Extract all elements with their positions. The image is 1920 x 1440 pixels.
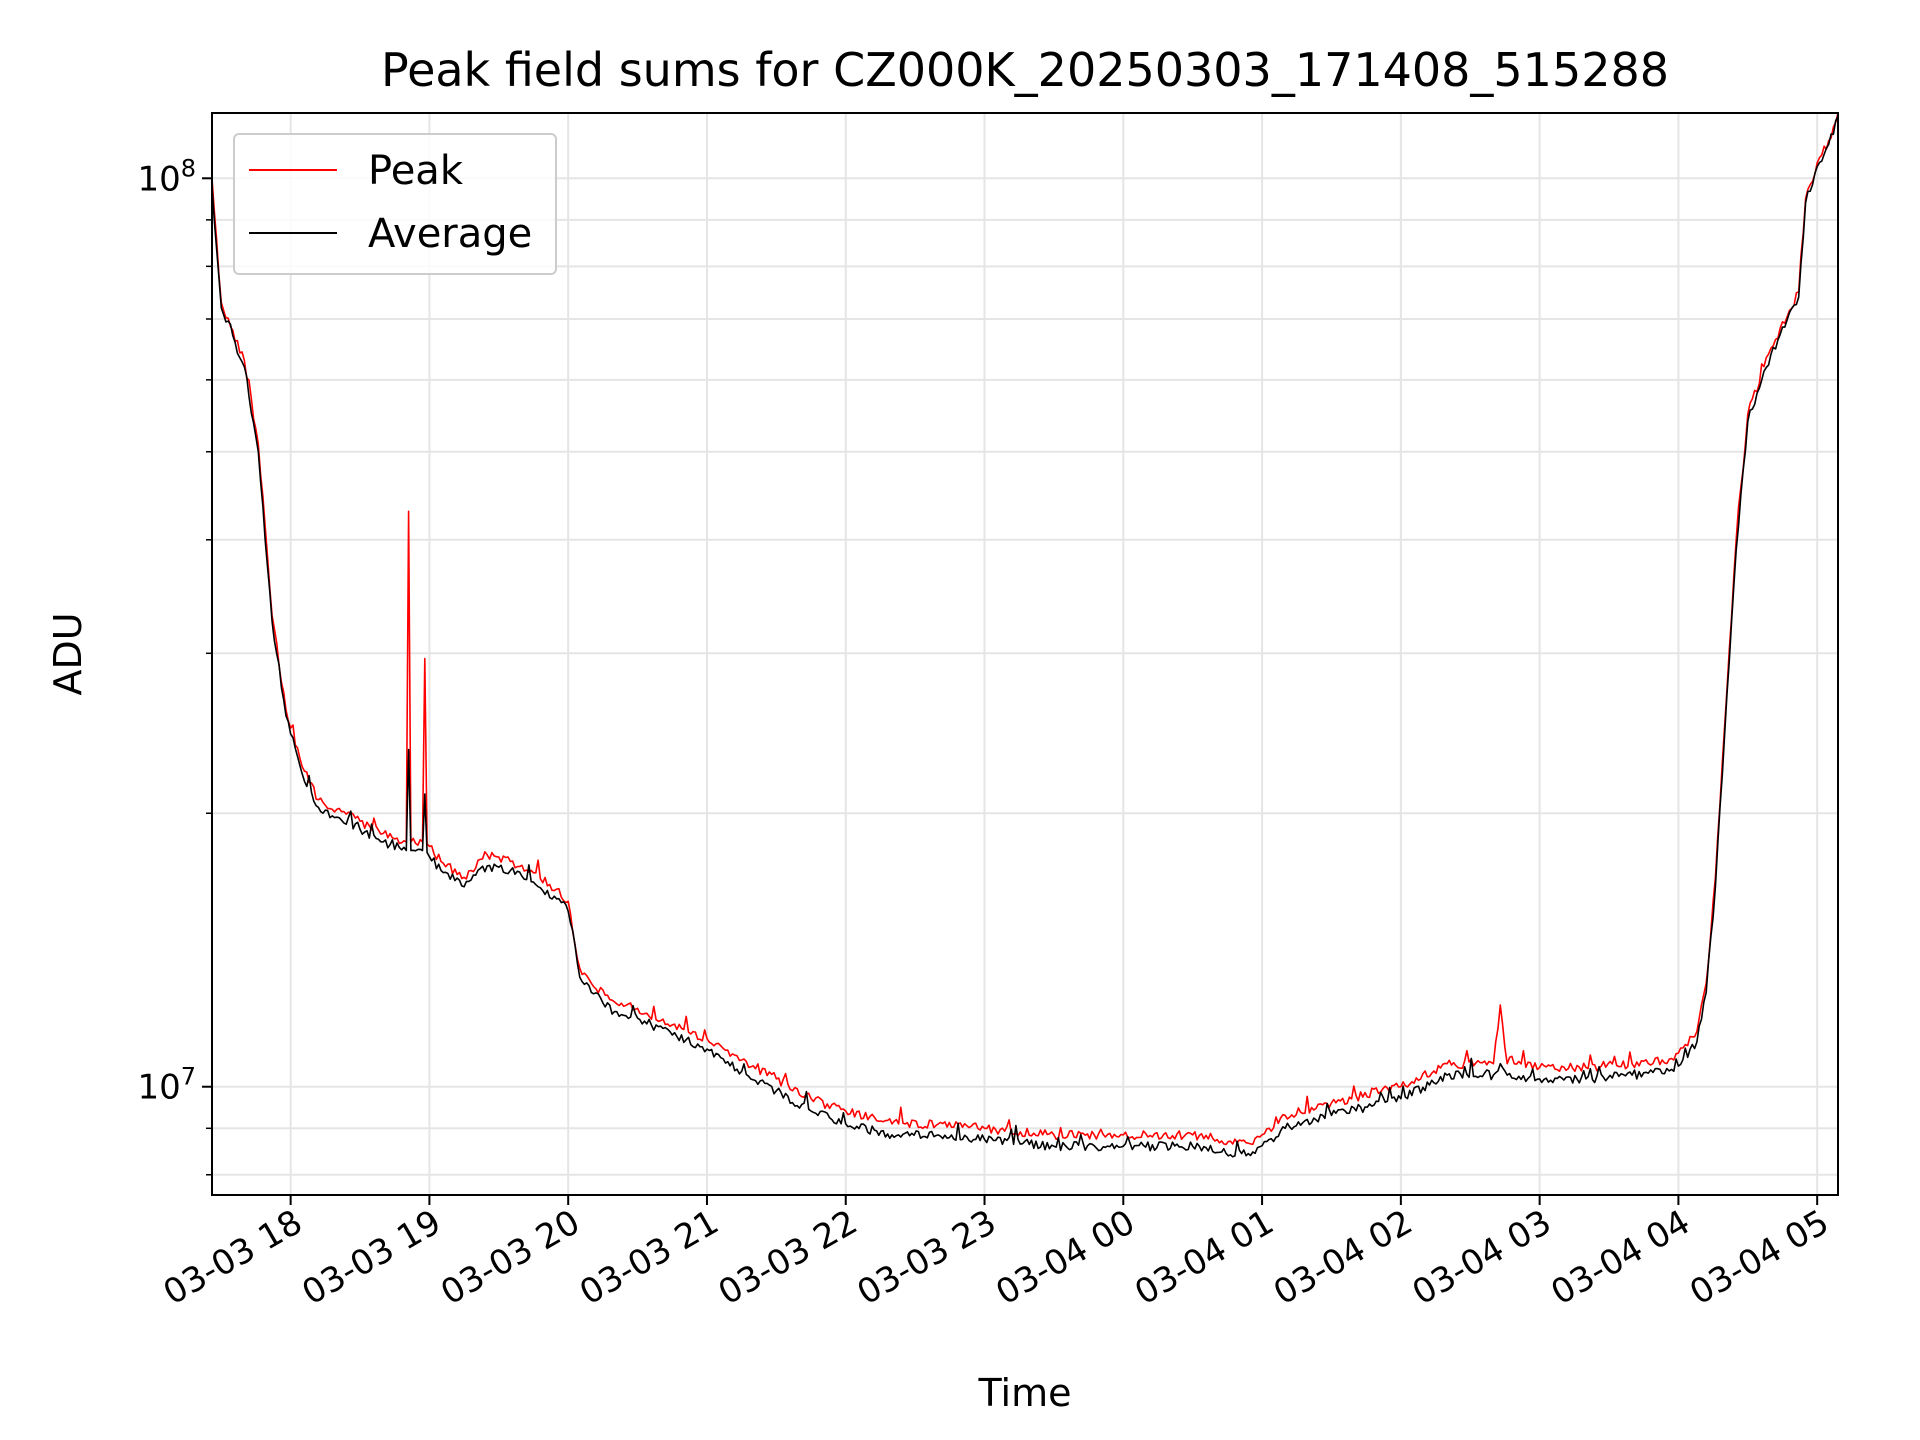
grid xyxy=(212,113,1838,1195)
series-line-average xyxy=(211,116,1839,1158)
y-tick-base: 10 xyxy=(137,159,180,199)
y-axis-label: ADU xyxy=(46,612,90,695)
series-line-peak xyxy=(211,112,1839,1146)
x-axis-label: Time xyxy=(978,1371,1072,1415)
legend-label-average: Average xyxy=(368,211,532,257)
legend-label-peak: Peak xyxy=(368,148,464,194)
series-layer xyxy=(211,112,1839,1158)
legend: Peak Average xyxy=(233,133,557,275)
y-tick-base: 10 xyxy=(137,1068,180,1108)
y-tick-exponent: 8 xyxy=(181,154,196,182)
y-tick-label: 107 xyxy=(137,1063,196,1108)
y-tick-label: 108 xyxy=(137,154,196,199)
chart-title: Peak field sums for CZ000K_20250303_1714… xyxy=(381,43,1669,97)
y-tick-exponent: 7 xyxy=(181,1063,196,1091)
